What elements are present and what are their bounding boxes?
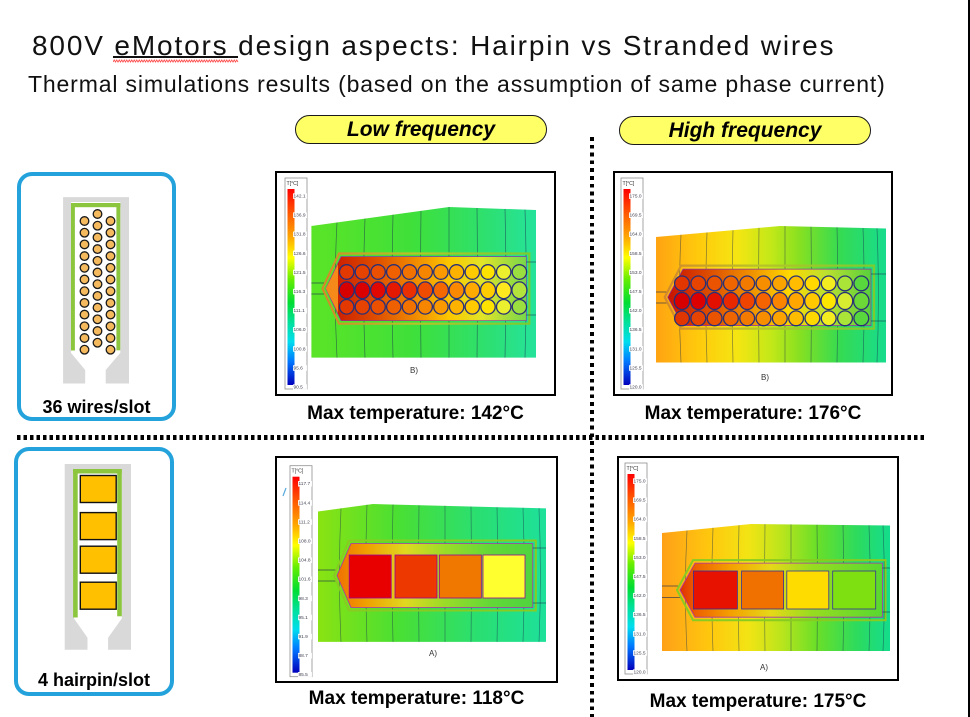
svg-text:106.0: 106.0 <box>294 327 306 333</box>
svg-text:131.8: 131.8 <box>294 232 306 238</box>
svg-text:147.5: 147.5 <box>634 574 646 580</box>
svg-text:169.5: 169.5 <box>630 213 642 219</box>
svg-text:98.3: 98.3 <box>299 596 309 602</box>
svg-text:T[°C]: T[°C] <box>627 466 639 472</box>
svg-text:153.0: 153.0 <box>634 555 646 561</box>
svg-text:116.3: 116.3 <box>294 289 306 295</box>
svg-text:T[°C]: T[°C] <box>292 469 304 475</box>
svg-text:A): A) <box>429 649 437 658</box>
svg-text:88.7: 88.7 <box>299 653 309 659</box>
svg-text:85.5: 85.5 <box>299 672 309 678</box>
svg-text:125.5: 125.5 <box>634 650 646 656</box>
svg-text:175.0: 175.0 <box>630 194 642 200</box>
svg-text:131.0: 131.0 <box>634 631 646 637</box>
svg-text:T[°C]: T[°C] <box>287 181 299 187</box>
svg-text:164.0: 164.0 <box>630 232 642 238</box>
svg-text:A): A) <box>760 663 768 672</box>
svg-text:164.0: 164.0 <box>634 517 646 523</box>
svg-text:158.5: 158.5 <box>630 251 642 257</box>
svg-text:169.5: 169.5 <box>634 498 646 504</box>
svg-text:136.5: 136.5 <box>634 612 646 618</box>
svg-text:104.8: 104.8 <box>299 558 311 564</box>
svg-text:136.9: 136.9 <box>294 213 306 219</box>
svg-text:121.5: 121.5 <box>294 270 306 276</box>
svg-text:B): B) <box>410 366 418 375</box>
svg-text:125.5: 125.5 <box>630 365 642 371</box>
svg-text:120.0: 120.0 <box>634 670 646 676</box>
svg-text:136.5: 136.5 <box>630 327 642 333</box>
svg-text:142.0: 142.0 <box>634 593 646 599</box>
svg-text:111.2: 111.2 <box>299 519 311 525</box>
svg-text:131.0: 131.0 <box>630 346 642 352</box>
svg-text:175.0: 175.0 <box>634 479 646 485</box>
svg-text:142.0: 142.0 <box>630 308 642 314</box>
svg-text:B): B) <box>761 373 769 382</box>
svg-text:153.0: 153.0 <box>630 270 642 276</box>
svg-text:100.8: 100.8 <box>294 346 306 352</box>
svg-text:T[°C]: T[°C] <box>623 181 635 187</box>
svg-text:111.1: 111.1 <box>294 308 306 314</box>
svg-text:142.1: 142.1 <box>294 194 306 200</box>
svg-text:101.6: 101.6 <box>299 577 311 583</box>
svg-text:158.5: 158.5 <box>634 536 646 542</box>
svg-text:90.5: 90.5 <box>294 385 304 391</box>
svg-text:108.0: 108.0 <box>299 539 311 545</box>
svg-text:120.0: 120.0 <box>630 385 642 391</box>
svg-text:95.6: 95.6 <box>294 365 304 371</box>
svg-text:147.5: 147.5 <box>630 289 642 295</box>
svg-text:117.7: 117.7 <box>299 481 311 487</box>
svg-text:114.4: 114.4 <box>299 500 311 506</box>
svg-text:95.1: 95.1 <box>299 615 309 621</box>
svg-text:126.6: 126.6 <box>294 251 306 257</box>
svg-text:91.9: 91.9 <box>299 634 309 640</box>
